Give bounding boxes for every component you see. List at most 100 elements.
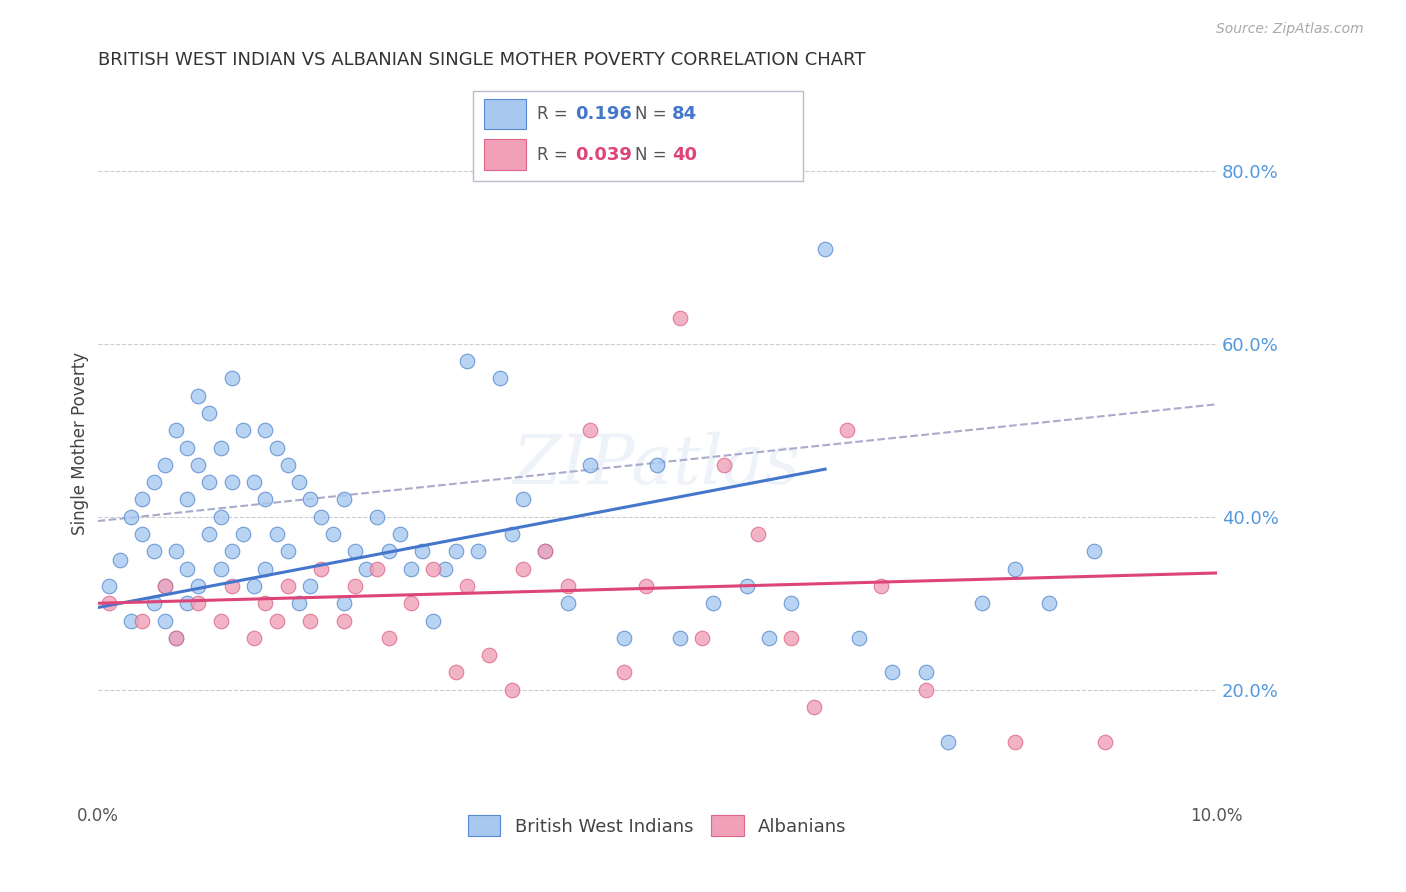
Point bbox=[288, 596, 311, 610]
Point bbox=[165, 423, 187, 437]
FancyBboxPatch shape bbox=[472, 91, 803, 181]
Point bbox=[176, 596, 198, 610]
Point bbox=[399, 562, 422, 576]
Point bbox=[176, 492, 198, 507]
Point bbox=[311, 509, 333, 524]
Point bbox=[702, 596, 724, 610]
Point bbox=[399, 596, 422, 610]
Point bbox=[1004, 735, 1026, 749]
Point bbox=[120, 614, 142, 628]
Point bbox=[198, 527, 221, 541]
Point bbox=[333, 614, 356, 628]
Point bbox=[153, 614, 176, 628]
Point bbox=[613, 665, 636, 680]
Point bbox=[277, 458, 299, 472]
Text: BRITISH WEST INDIAN VS ALBANIAN SINGLE MOTHER POVERTY CORRELATION CHART: BRITISH WEST INDIAN VS ALBANIAN SINGLE M… bbox=[97, 51, 865, 69]
Point bbox=[254, 492, 277, 507]
Point bbox=[914, 665, 936, 680]
Point bbox=[467, 544, 489, 558]
Point bbox=[198, 475, 221, 490]
Point bbox=[254, 562, 277, 576]
Point bbox=[645, 458, 668, 472]
Y-axis label: Single Mother Poverty: Single Mother Poverty bbox=[72, 351, 89, 535]
Point bbox=[187, 389, 209, 403]
Point bbox=[377, 544, 399, 558]
Point bbox=[266, 614, 288, 628]
Point bbox=[221, 475, 243, 490]
Point bbox=[456, 354, 478, 368]
Text: N =: N = bbox=[634, 145, 672, 163]
Point bbox=[176, 562, 198, 576]
Point bbox=[131, 527, 153, 541]
Point bbox=[489, 371, 512, 385]
Point bbox=[187, 579, 209, 593]
Point bbox=[634, 579, 657, 593]
Point bbox=[322, 527, 344, 541]
Text: 0.039: 0.039 bbox=[575, 145, 633, 163]
Point bbox=[333, 596, 356, 610]
Point bbox=[690, 631, 713, 645]
Point bbox=[209, 562, 232, 576]
Point bbox=[243, 579, 266, 593]
Point bbox=[1004, 562, 1026, 576]
Text: R =: R = bbox=[537, 145, 574, 163]
Point bbox=[557, 596, 579, 610]
Point bbox=[411, 544, 433, 558]
Point bbox=[354, 562, 377, 576]
Point bbox=[557, 579, 579, 593]
Point bbox=[713, 458, 735, 472]
Text: R =: R = bbox=[537, 105, 574, 123]
Point bbox=[209, 614, 232, 628]
Point bbox=[131, 614, 153, 628]
Point bbox=[501, 682, 523, 697]
Point bbox=[288, 475, 311, 490]
Point bbox=[266, 441, 288, 455]
Point bbox=[120, 509, 142, 524]
Point bbox=[780, 631, 803, 645]
Point bbox=[422, 562, 444, 576]
Point bbox=[882, 665, 904, 680]
Text: ZIPatlas: ZIPatlas bbox=[513, 432, 801, 498]
Point bbox=[142, 596, 165, 610]
Point bbox=[848, 631, 870, 645]
Point bbox=[366, 509, 388, 524]
Bar bbox=[484, 99, 526, 129]
Point bbox=[153, 579, 176, 593]
Point bbox=[343, 579, 366, 593]
Point bbox=[153, 458, 176, 472]
Point bbox=[814, 242, 837, 256]
Point bbox=[277, 544, 299, 558]
Point bbox=[444, 665, 467, 680]
Point bbox=[299, 579, 322, 593]
Point bbox=[914, 682, 936, 697]
Point bbox=[478, 648, 501, 663]
Bar bbox=[484, 139, 526, 169]
Point bbox=[613, 631, 636, 645]
Point bbox=[579, 423, 602, 437]
Point bbox=[209, 509, 232, 524]
Point bbox=[758, 631, 780, 645]
Point bbox=[747, 527, 769, 541]
Point bbox=[108, 553, 131, 567]
Point bbox=[501, 527, 523, 541]
Point bbox=[311, 562, 333, 576]
Point bbox=[534, 544, 557, 558]
Legend: British West Indians, Albanians: British West Indians, Albanians bbox=[461, 808, 853, 844]
Point bbox=[735, 579, 758, 593]
Point bbox=[870, 579, 893, 593]
Point bbox=[232, 527, 254, 541]
Point bbox=[209, 441, 232, 455]
Point bbox=[254, 423, 277, 437]
Point bbox=[187, 596, 209, 610]
Point bbox=[970, 596, 993, 610]
Point bbox=[97, 596, 120, 610]
Point bbox=[333, 492, 356, 507]
Point bbox=[803, 700, 825, 714]
Text: 0.196: 0.196 bbox=[575, 105, 633, 123]
Point bbox=[422, 614, 444, 628]
Point bbox=[221, 371, 243, 385]
Text: 84: 84 bbox=[672, 105, 697, 123]
Point bbox=[97, 579, 120, 593]
Point bbox=[165, 631, 187, 645]
Text: Source: ZipAtlas.com: Source: ZipAtlas.com bbox=[1216, 22, 1364, 37]
